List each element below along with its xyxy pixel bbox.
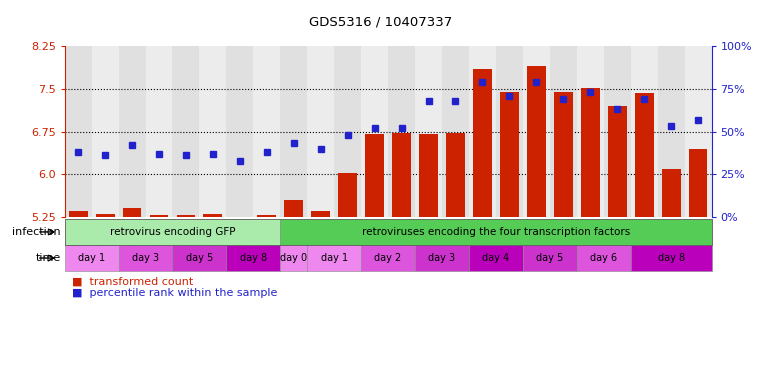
Bar <box>145 46 173 217</box>
Text: retroviruses encoding the four transcription factors: retroviruses encoding the four transcrip… <box>361 227 630 237</box>
Bar <box>68 211 88 217</box>
Bar <box>365 134 384 217</box>
Bar <box>419 134 438 217</box>
Bar <box>442 46 469 217</box>
Bar <box>253 46 280 217</box>
Bar <box>227 46 253 217</box>
Bar <box>523 46 550 217</box>
Bar <box>635 93 654 217</box>
Text: day 5: day 5 <box>537 253 563 263</box>
Bar <box>177 215 196 217</box>
Text: day 3: day 3 <box>428 253 456 263</box>
Bar <box>527 66 546 217</box>
Bar <box>415 46 442 217</box>
Bar <box>603 46 631 217</box>
Text: day 8: day 8 <box>658 253 685 263</box>
Bar <box>608 106 626 217</box>
Bar <box>496 46 523 217</box>
Bar <box>203 214 222 217</box>
Bar <box>96 214 115 217</box>
Bar <box>392 133 411 217</box>
Text: GDS5316 / 10407337: GDS5316 / 10407337 <box>309 15 452 28</box>
Text: day 0: day 0 <box>280 253 307 263</box>
Bar <box>150 215 168 217</box>
Bar <box>550 46 577 217</box>
Bar <box>661 169 680 217</box>
Text: day 4: day 4 <box>482 253 509 263</box>
Bar <box>446 133 465 217</box>
Text: day 3: day 3 <box>132 253 159 263</box>
Bar <box>469 46 496 217</box>
Text: retrovirus encoding GFP: retrovirus encoding GFP <box>110 227 235 237</box>
Bar <box>658 46 685 217</box>
Bar <box>500 92 519 217</box>
Bar <box>577 46 603 217</box>
Bar <box>689 149 708 217</box>
Text: day 1: day 1 <box>320 253 348 263</box>
Bar <box>581 88 600 217</box>
Bar <box>123 209 142 217</box>
Text: time: time <box>36 253 61 263</box>
Text: ■  transformed count: ■ transformed count <box>72 277 193 287</box>
Bar <box>311 211 330 217</box>
Bar <box>65 46 91 217</box>
Bar <box>338 173 357 217</box>
Bar <box>280 46 307 217</box>
Bar <box>631 46 658 217</box>
Bar <box>173 46 199 217</box>
Bar <box>685 46 712 217</box>
Bar <box>91 46 119 217</box>
Bar <box>285 200 303 217</box>
Text: ■  percentile rank within the sample: ■ percentile rank within the sample <box>72 288 278 298</box>
Bar <box>119 46 145 217</box>
Bar <box>307 46 334 217</box>
Text: day 1: day 1 <box>78 253 105 263</box>
Text: infection: infection <box>12 227 61 237</box>
Bar <box>257 215 276 217</box>
Text: day 2: day 2 <box>374 253 402 263</box>
Bar <box>388 46 415 217</box>
Bar <box>554 92 573 217</box>
Bar <box>473 69 492 217</box>
Text: day 6: day 6 <box>591 253 617 263</box>
Text: day 5: day 5 <box>186 253 213 263</box>
Bar <box>199 46 227 217</box>
Text: day 8: day 8 <box>240 253 267 263</box>
Bar <box>334 46 361 217</box>
Bar <box>361 46 388 217</box>
